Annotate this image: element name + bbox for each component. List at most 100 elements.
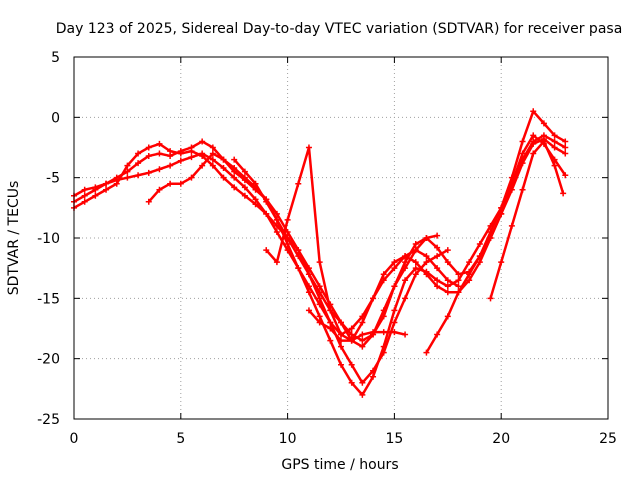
- data-point: [562, 144, 569, 151]
- data-point: [316, 289, 323, 296]
- data-point: [391, 283, 398, 290]
- data-point: [305, 307, 312, 314]
- data-point: [487, 228, 494, 235]
- data-point: [551, 138, 558, 145]
- data-point: [551, 132, 558, 139]
- data-point: [305, 271, 312, 278]
- data-point: [295, 253, 302, 260]
- data-point: [370, 373, 377, 380]
- x-tick-label: 10: [279, 431, 297, 447]
- data-point: [103, 186, 110, 193]
- data-point: [455, 283, 462, 290]
- data-point: [316, 283, 323, 290]
- data-point: [359, 313, 366, 320]
- series-trace-8: [487, 138, 567, 302]
- data-point: [423, 235, 430, 241]
- data-point: [167, 162, 174, 169]
- data-point: [359, 343, 366, 350]
- data-point: [434, 253, 441, 260]
- data-point: [177, 148, 184, 155]
- data-point: [327, 337, 334, 344]
- data-point: [434, 277, 441, 284]
- x-tick-label: 15: [385, 431, 403, 447]
- data-point: [135, 160, 142, 167]
- y-tick-label: -25: [37, 412, 60, 428]
- data-point: [391, 329, 398, 336]
- data-point: [412, 271, 419, 278]
- series-line: [308, 309, 406, 342]
- y-tick-label: -15: [37, 291, 60, 307]
- data-point: [327, 307, 334, 314]
- data-point: [444, 277, 451, 284]
- y-tick-label: 0: [51, 110, 60, 126]
- data-point: [466, 277, 473, 284]
- data-point: [434, 244, 441, 251]
- data-point: [156, 186, 163, 193]
- data-point: [519, 150, 526, 157]
- data-point: [476, 259, 483, 266]
- data-point: [231, 174, 238, 181]
- data-point: [391, 307, 398, 314]
- data-point: [519, 138, 526, 145]
- data-point: [263, 198, 270, 205]
- data-point: [295, 265, 302, 272]
- data-point: [209, 162, 216, 169]
- y-tick-label: 5: [51, 50, 60, 66]
- data-point: [241, 192, 248, 199]
- data-point: [444, 313, 451, 320]
- data-point: [92, 192, 99, 199]
- data-point: [145, 198, 152, 205]
- data-point: [124, 174, 131, 181]
- data-point: [209, 144, 216, 151]
- data-point: [370, 295, 377, 302]
- series-line: [233, 137, 566, 342]
- data-point: [359, 379, 366, 386]
- data-point: [284, 235, 291, 241]
- data-point: [209, 156, 216, 163]
- x-tick-label: 20: [492, 431, 510, 447]
- data-point: [519, 160, 526, 167]
- data-point: [338, 331, 344, 338]
- data-point: [412, 259, 419, 266]
- data-point: [316, 313, 323, 320]
- data-point: [455, 277, 462, 284]
- data-point: [220, 156, 227, 163]
- data-point: [530, 108, 537, 115]
- data-point: [498, 204, 505, 211]
- data-point: [562, 150, 569, 157]
- data-point: [423, 271, 430, 278]
- data-point: [295, 180, 302, 187]
- data-point: [380, 343, 387, 350]
- x-axis-label: GPS time / hours: [281, 457, 398, 473]
- series-trace-6: [263, 132, 569, 338]
- data-point: [113, 177, 120, 184]
- data-point: [316, 259, 323, 266]
- data-point: [562, 172, 569, 179]
- data-point: [263, 210, 270, 217]
- data-point: [124, 162, 131, 169]
- data-point: [476, 253, 483, 260]
- x-tick-label: 25: [599, 431, 617, 447]
- data-point: [508, 222, 515, 229]
- data-point: [434, 232, 441, 239]
- data-point: [380, 271, 387, 278]
- data-point: [273, 216, 280, 223]
- y-tick-label: -20: [37, 352, 60, 368]
- data-point: [145, 144, 152, 151]
- data-point: [338, 319, 344, 326]
- data-point: [295, 247, 302, 254]
- data-point: [231, 156, 238, 163]
- data-point: [434, 331, 441, 338]
- data-point: [135, 150, 142, 157]
- data-point: [199, 162, 206, 169]
- data-point: [338, 337, 344, 344]
- data-point: [316, 295, 323, 302]
- data-point: [380, 313, 387, 320]
- data-point: [444, 289, 451, 296]
- data-point: [348, 325, 355, 332]
- data-point: [519, 186, 526, 193]
- data-point: [252, 180, 259, 187]
- data-point: [241, 184, 248, 191]
- data-point: [188, 154, 195, 161]
